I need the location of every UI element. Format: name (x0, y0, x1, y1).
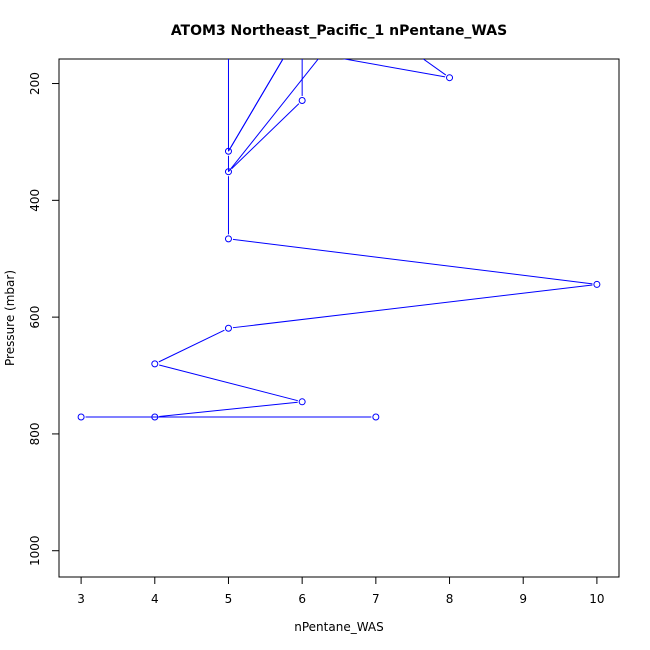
series-0-point (151, 360, 159, 368)
y-tick-label: 800 (28, 422, 42, 445)
series-layer (77, 48, 601, 421)
series-0-point (224, 324, 232, 332)
y-axis-label: Pressure (mbar) (3, 270, 17, 366)
x-tick-label: 7 (372, 592, 380, 606)
series-0-segment (228, 59, 284, 152)
x-tick-label: 8 (446, 592, 454, 606)
x-tick-label: 5 (225, 592, 233, 606)
x-tick-label: 9 (519, 592, 527, 606)
series-0-point (298, 398, 306, 406)
series-0-segment (159, 364, 298, 402)
series-0-point (446, 74, 454, 82)
series-0-segment (158, 329, 225, 363)
y-tick-label: 600 (28, 306, 42, 329)
series-0-segment (159, 401, 298, 418)
series-0-point (593, 280, 601, 288)
series-0-point (151, 413, 159, 421)
series-0-point (372, 413, 380, 421)
series-0-segment (231, 103, 300, 169)
x-tick-label: 6 (298, 592, 306, 606)
plot-frame (58, 58, 620, 578)
x-tick-label: 3 (77, 592, 85, 606)
series-0-segment (228, 59, 319, 173)
series-0-segment (341, 59, 446, 78)
y-tick-label: 1000 (28, 535, 42, 566)
x-tick-label: 10 (589, 592, 604, 606)
chart-title: ATOM3 Northeast_Pacific_1 nPentane_WAS (171, 23, 507, 39)
y-tick-label: 400 (28, 189, 42, 212)
series-0-point (298, 96, 306, 104)
y-axis: 200 400 600 800 1000 (28, 72, 60, 566)
series-0-segment (422, 59, 447, 76)
series-0-point (224, 168, 232, 176)
series-0-point (224, 147, 232, 155)
series-0-segment (232, 284, 593, 329)
series-0-point (77, 413, 85, 421)
x-axis-label: nPentane_WAS (294, 620, 383, 634)
series-0-point (224, 235, 232, 243)
x-axis: 3 4 5 6 7 8 9 10 (77, 576, 605, 606)
x-tick-label: 4 (151, 592, 159, 606)
y-tick-label: 200 (28, 72, 42, 95)
series-0-point (152, 48, 158, 54)
series-0-segment (232, 238, 593, 285)
